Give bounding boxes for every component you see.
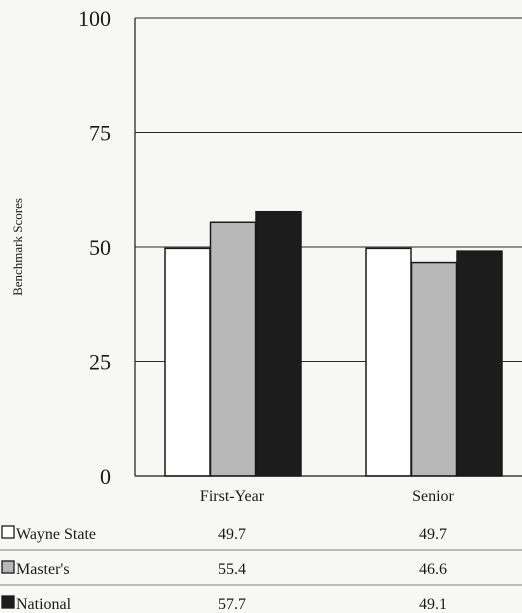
table-value: 57.7: [218, 596, 246, 613]
y-axis-title: Benchmark Scores: [10, 198, 25, 296]
legend-data-table: Wayne State 49.7 49.7 Master's 55.4 46.6 Natio…: [0, 525, 522, 613]
bars: [164, 210, 503, 477]
bar-national-first-year: [255, 210, 302, 477]
y-tick-label: 50: [89, 235, 111, 260]
table-value: 46.6: [419, 561, 447, 578]
table-value: 49.7: [218, 526, 246, 543]
bar-national-senior: [456, 250, 503, 477]
y-tick-label: 25: [89, 350, 111, 375]
legend-swatch: [1, 560, 15, 574]
legend-series-name: Wayne State: [16, 526, 96, 543]
x-category-label: First-Year: [200, 488, 265, 505]
bar-wayne-state-first-year: [164, 247, 211, 477]
table-value: 55.4: [218, 561, 246, 578]
bar-master-s-first-year: [209, 221, 257, 477]
legend-series-name: National: [16, 596, 72, 613]
table-value: 49.1: [419, 596, 447, 613]
bar-wayne-state-senior: [365, 247, 412, 477]
y-tick-label: 0: [100, 464, 111, 489]
y-tick-label: 100: [78, 6, 111, 31]
y-axis-tick-labels: 0 25 50 75 100: [78, 6, 111, 489]
bar-master-s-senior: [410, 261, 458, 477]
legend-swatch: [1, 595, 15, 609]
legend-swatch: [1, 525, 15, 539]
x-category-label: Senior: [412, 488, 454, 505]
x-axis-category-labels: First-Year Senior: [200, 488, 455, 505]
y-tick-label: 75: [89, 121, 111, 146]
legend-series-name: Master's: [16, 561, 70, 578]
table-value: 49.7: [419, 526, 447, 543]
